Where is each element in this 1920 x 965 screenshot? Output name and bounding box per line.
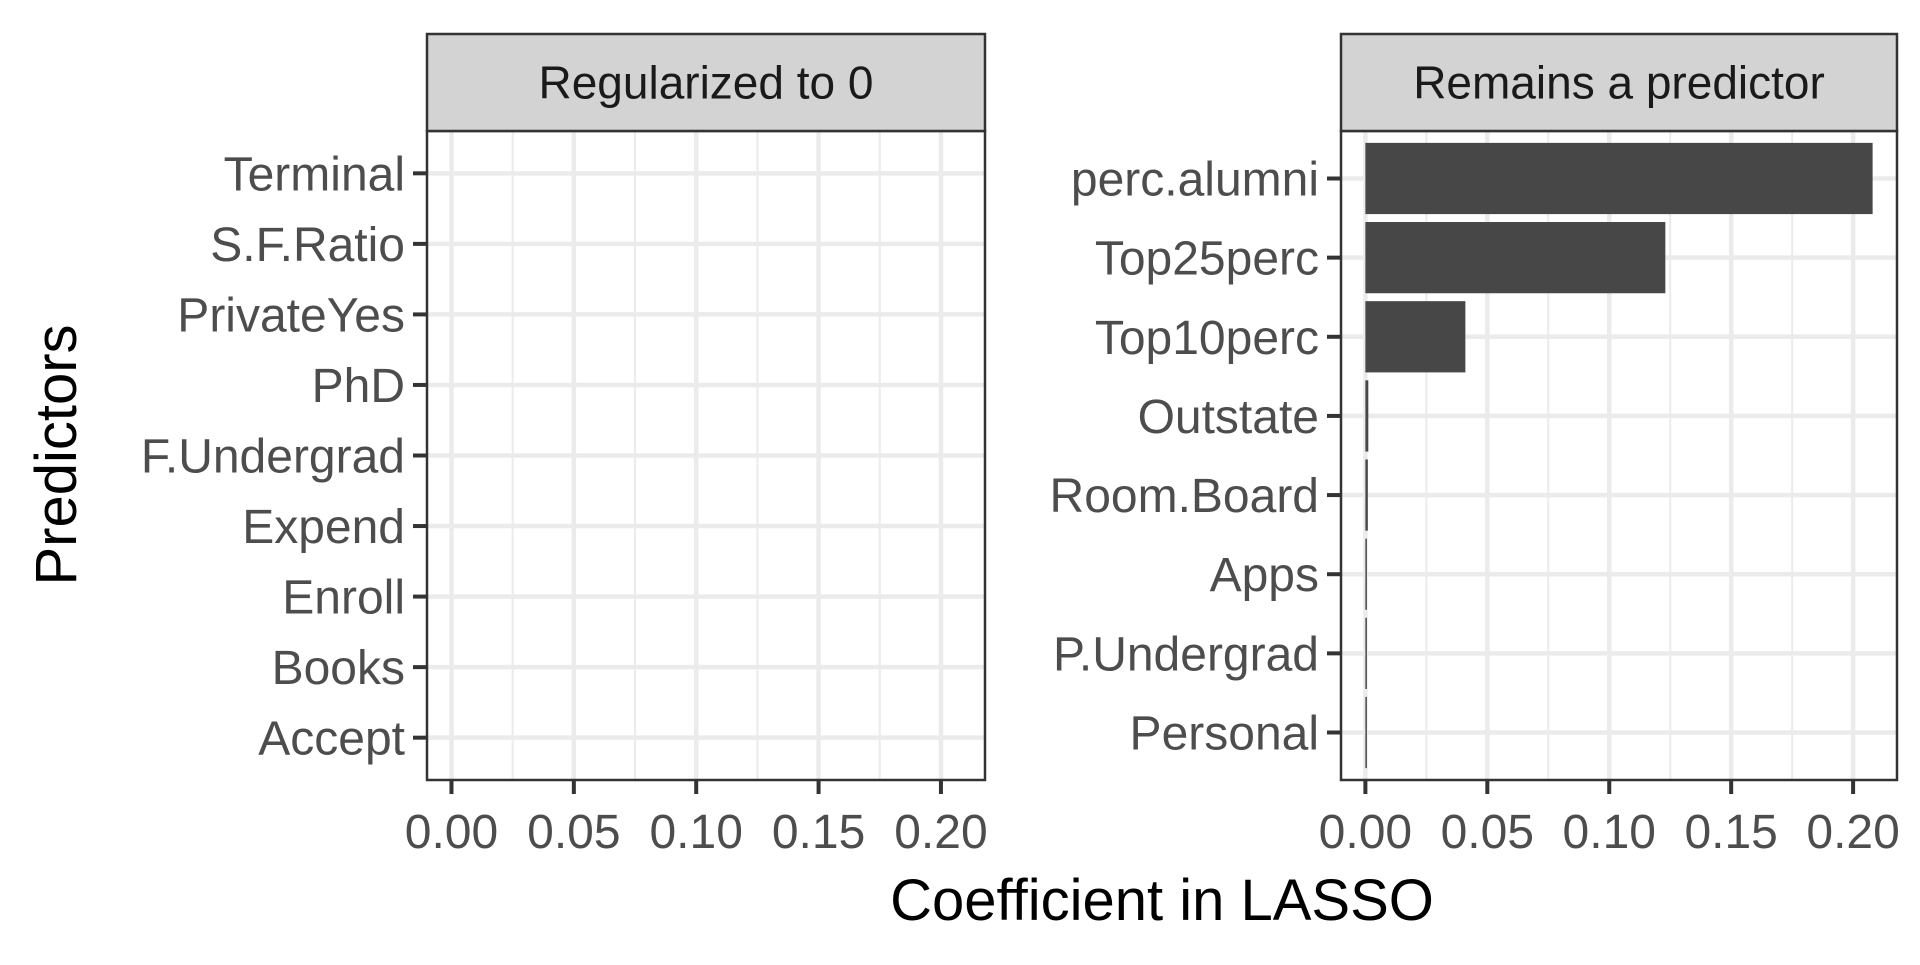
x-tick-label: 0.15 [772,806,865,859]
y-tick-label-personal: Personal [1130,708,1319,761]
y-tick-label-top25perc: Top25perc [1095,233,1319,286]
bar-outstate [1365,380,1369,452]
y-tick-label-apps: Apps [1210,549,1319,602]
y-tick-label-expend: Expend [242,501,405,554]
y-tick-label-s-f-ratio: S.F.Ratio [210,219,405,272]
strip-1 [425,32,987,133]
bar-room-board [1365,459,1368,531]
y-tick-label-enroll: Enroll [282,572,405,625]
bar-perc-alumni [1365,142,1873,215]
x-tick-label: 0.00 [1319,806,1412,859]
y-axis-title: Predictors [24,324,89,585]
x-tick-label: 0.05 [527,806,620,859]
x-tick-label: 0.20 [894,806,987,859]
y-tick-label-accept: Accept [258,713,405,766]
bar-top25perc [1365,222,1666,294]
bar-top10perc [1365,301,1466,373]
y-tick-label-terminal: Terminal [224,148,405,201]
y-tick-label-privateyes: PrivateYes [177,289,405,342]
bar-apps [1365,538,1367,610]
x-tick-label: 0.20 [1806,806,1899,859]
y-tick-label-top10perc: Top10perc [1095,312,1319,365]
x-tick-label: 0.10 [649,806,742,859]
x-tick-label: 0.15 [1684,806,1777,859]
x-tick-label: 0.10 [1563,806,1656,859]
bar-personal [1365,696,1367,769]
strip-label-1: Regularized to 0 [539,57,874,109]
y-tick-label-room-board: Room.Board [1050,470,1319,523]
y-tick-label-perc-alumni: perc.alumni [1071,153,1319,206]
x-tick-label: 0.05 [1441,806,1534,859]
y-tick-label-f-undergrad: F.Undergrad [141,431,405,484]
strip-label-2: Remains a predictor [1413,57,1825,109]
y-tick-label-phd: PhD [312,360,405,413]
x-axis-title: Coefficient in LASSO [890,868,1434,933]
x-tick-label: 0.00 [405,806,498,859]
y-tick-label-outstate: Outstate [1138,391,1319,444]
strip-2 [1339,32,1899,133]
bar-p-undergrad [1365,617,1367,689]
y-tick-label-p-undergrad: P.Undergrad [1053,628,1319,681]
y-tick-label-books: Books [272,642,405,695]
